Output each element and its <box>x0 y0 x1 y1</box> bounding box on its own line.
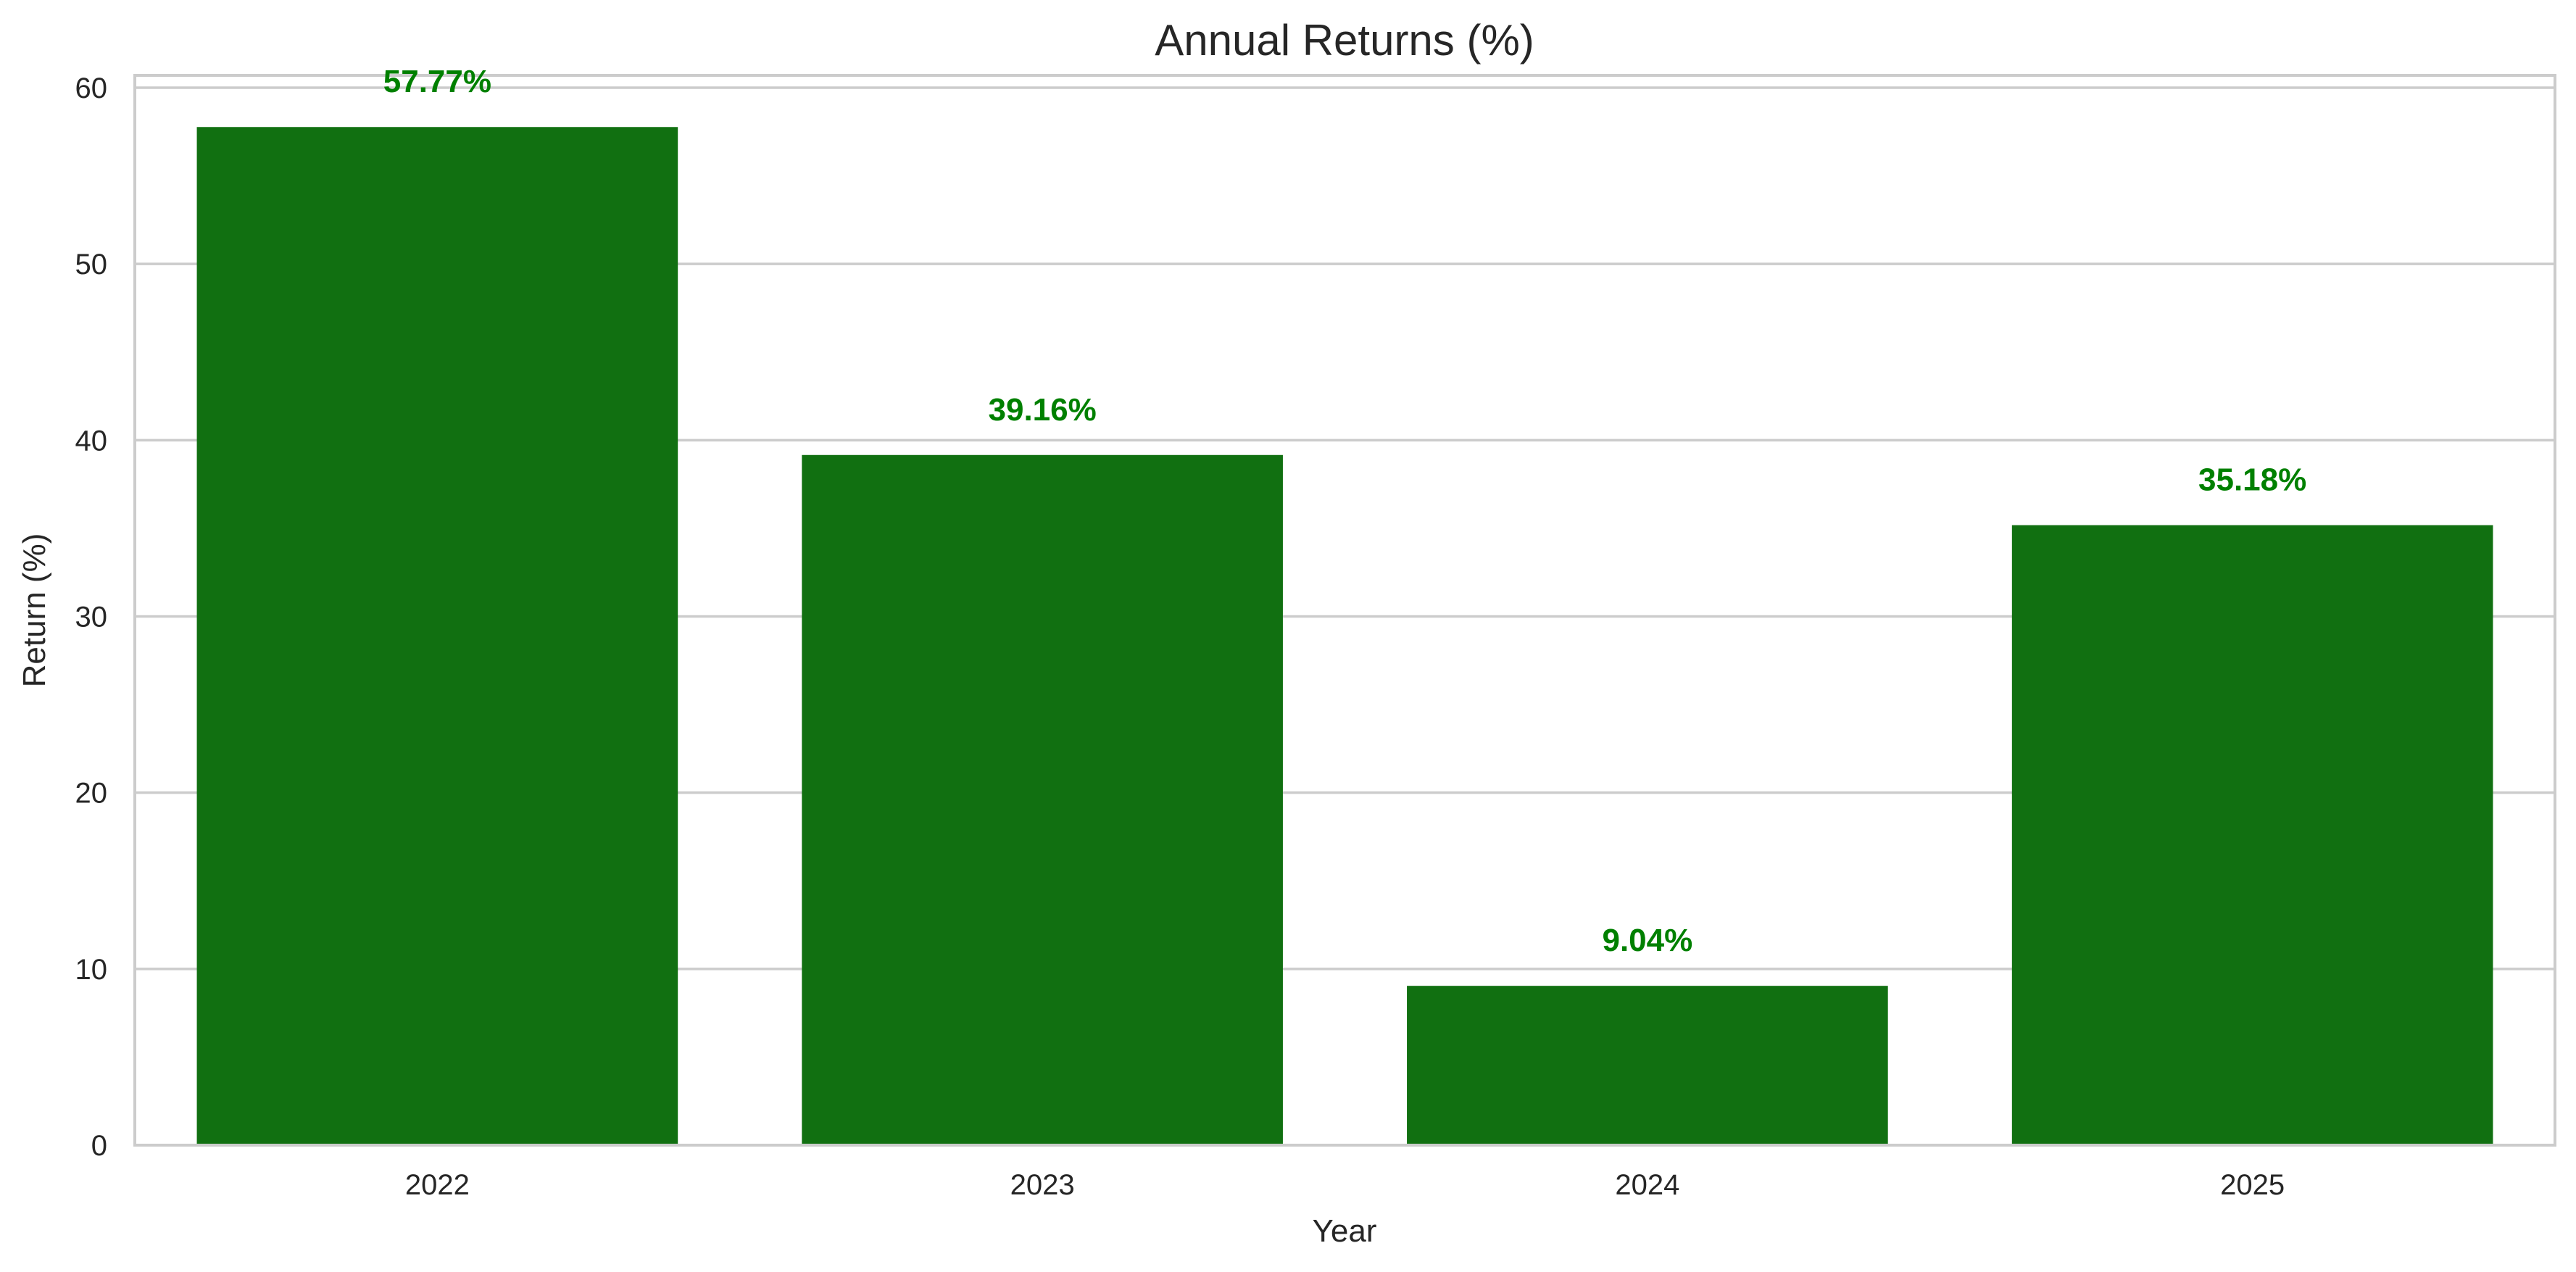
data-label-2025: 35.18% <box>2198 462 2306 498</box>
y-tick-label: 40 <box>75 425 108 457</box>
plot-frame <box>133 74 2556 1147</box>
x-tick-labels: 2022 2023 2024 2025 <box>405 1169 2285 1201</box>
y-tick-label: 30 <box>75 602 108 633</box>
bar-layer <box>196 127 2493 1145</box>
y-tick-label: 20 <box>75 778 108 810</box>
data-label-2023: 39.16% <box>989 392 1097 428</box>
y-tick-labels: 0 10 20 30 40 50 60 <box>75 72 108 1162</box>
y-tick-label: 0 <box>91 1130 107 1162</box>
data-label-2024: 9.04% <box>1602 923 1692 958</box>
y-tick-label: 60 <box>75 72 108 104</box>
y-tick-label: 50 <box>75 249 108 280</box>
y-tick-label: 10 <box>75 954 108 986</box>
data-label-2022: 57.77% <box>383 64 491 99</box>
x-axis-label: Year <box>1313 1213 1377 1249</box>
bar-2025 <box>2011 525 2493 1145</box>
x-tick-label: 2022 <box>405 1169 470 1201</box>
chart-title: Annual Returns (%) <box>1155 16 1534 65</box>
y-axis-label: Return (%) <box>17 533 52 688</box>
x-tick-label: 2023 <box>1010 1169 1075 1201</box>
bar-2023 <box>802 454 1283 1145</box>
bar-2024 <box>1407 986 1888 1145</box>
data-labels: 57.77% 39.16% 9.04% 35.18% <box>383 64 2306 958</box>
x-tick-label: 2025 <box>2220 1169 2285 1201</box>
x-tick-label: 2024 <box>1615 1169 1679 1201</box>
bar-2022 <box>196 127 678 1145</box>
